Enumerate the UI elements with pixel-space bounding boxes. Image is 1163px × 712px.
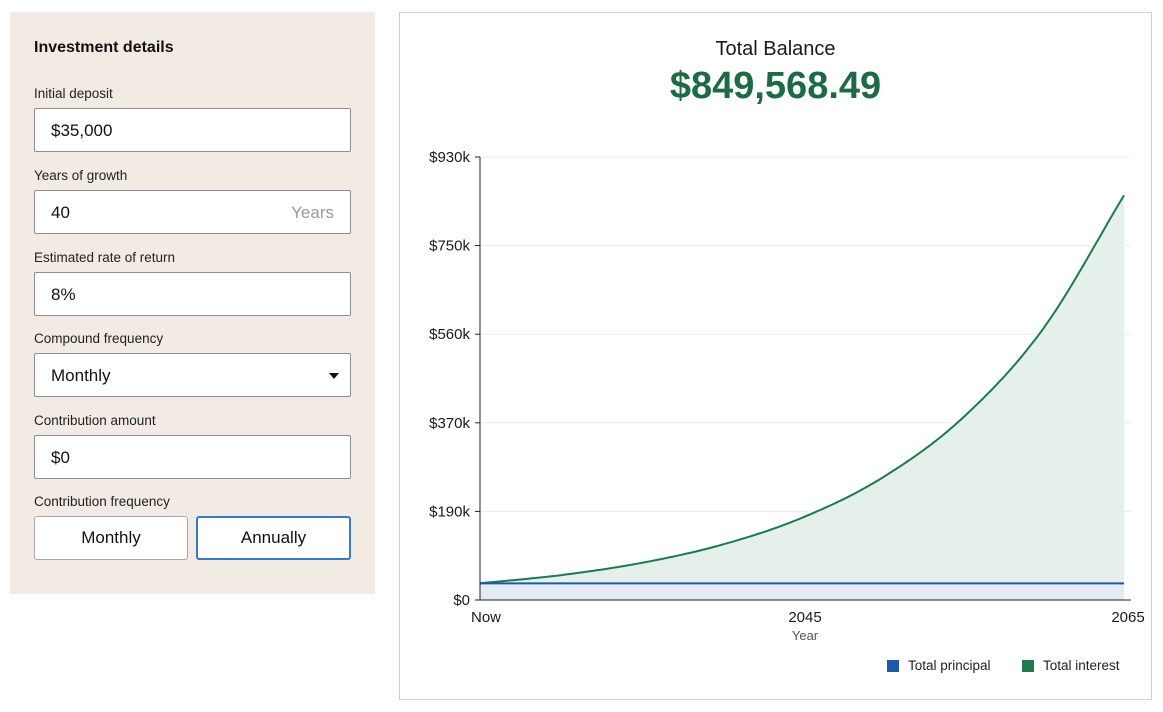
years-of-growth-label: Years of growth xyxy=(34,168,128,183)
compound-frequency-value: Monthly xyxy=(51,366,111,385)
years-of-growth-value: 40 xyxy=(51,203,70,222)
x-tick-label: Now xyxy=(471,609,501,626)
x-tick-label: 2065 xyxy=(1111,609,1144,626)
balance-growth-chart: $0 $190k $370k $560k $750k $930k Now 2045 2065 Ye… xyxy=(429,149,1145,643)
contribution-frequency-monthly-button[interactable]: Monthly xyxy=(34,516,188,560)
total-balance-value: $849,568.49 xyxy=(669,65,882,107)
years-suffix: Years xyxy=(291,203,334,222)
x-tick-label: 2045 xyxy=(788,609,821,626)
rate-of-return-label: Estimated rate of return xyxy=(34,250,176,265)
investment-details-panel: Investment details Initial deposit $35,0… xyxy=(10,12,375,594)
panel-title: Investment details xyxy=(34,39,174,56)
y-tick-label: $930k xyxy=(429,149,470,166)
years-of-growth-input[interactable]: 40 Years xyxy=(34,190,351,234)
rate-of-return-value: 8% xyxy=(51,285,76,304)
compound-frequency-select[interactable]: Monthly xyxy=(34,353,351,397)
contribution-frequency-label: Contribution frequency xyxy=(34,494,170,509)
y-tick-label: $750k xyxy=(429,238,470,255)
contribution-amount-label: Contribution amount xyxy=(34,413,156,428)
total-balance-label: Total Balance xyxy=(715,38,836,60)
principal-swatch xyxy=(887,659,899,672)
legend-total-interest: Total interest xyxy=(1022,658,1120,673)
initial-deposit-label: Initial deposit xyxy=(34,86,113,101)
contribution-amount-value: $0 xyxy=(51,448,70,467)
initial-deposit-value: $35,000 xyxy=(51,121,113,140)
y-tick-label: $370k xyxy=(429,415,470,432)
y-tick-label: $560k xyxy=(429,326,470,343)
contribution-amount-input[interactable]: $0 xyxy=(34,435,351,479)
legend-interest-label: Total interest xyxy=(1043,658,1120,673)
principal-area xyxy=(480,583,1124,600)
rate-of-return-input[interactable]: 8% xyxy=(34,272,351,316)
initial-deposit-input[interactable]: $35,000 xyxy=(34,108,351,152)
y-tick-label: $190k xyxy=(429,503,470,520)
interest-swatch xyxy=(1022,659,1034,672)
legend-principal-label: Total principal xyxy=(908,658,991,673)
interest-area xyxy=(480,195,1124,601)
interest-line xyxy=(479,194,1125,585)
x-axis-label: Year xyxy=(792,628,819,643)
contribution-frequency-annually-button[interactable]: Annually xyxy=(196,516,351,560)
y-tick-label: $0 xyxy=(453,592,470,609)
chevron-down-icon xyxy=(329,373,339,379)
compound-frequency-label: Compound frequency xyxy=(34,331,164,346)
legend-total-principal: Total principal xyxy=(887,658,991,673)
chart-card: Total Balance $849,568.49 $0 $190k $370k $5… xyxy=(399,12,1152,700)
